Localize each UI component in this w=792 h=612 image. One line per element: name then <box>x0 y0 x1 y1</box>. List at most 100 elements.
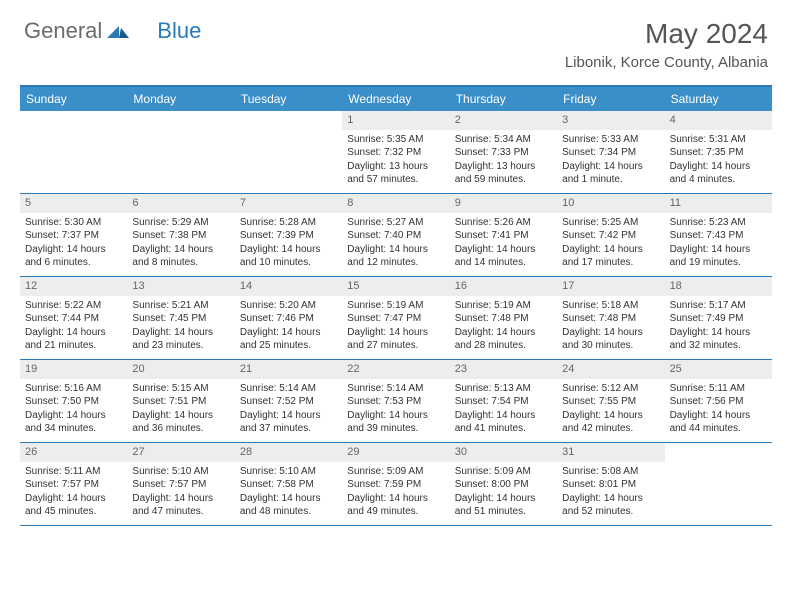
sunset: Sunset: 7:39 PM <box>240 229 337 243</box>
sunrise: Sunrise: 5:12 AM <box>562 382 659 396</box>
sunset: Sunset: 7:45 PM <box>132 312 229 326</box>
sunrise: Sunrise: 5:20 AM <box>240 299 337 313</box>
daylight: Daylight: 14 hours and 17 minutes. <box>562 243 659 270</box>
weekday-saturday: Saturday <box>665 87 772 111</box>
sunrise: Sunrise: 5:33 AM <box>562 133 659 147</box>
title-area: May 2024 Libonik, Korce County, Albania <box>565 18 768 71</box>
day-cell: 26Sunrise: 5:11 AMSunset: 7:57 PMDayligh… <box>20 443 127 525</box>
sunset: Sunset: 7:49 PM <box>670 312 767 326</box>
day-number: 23 <box>450 360 557 379</box>
logo: General Blue <box>24 18 201 44</box>
daylight: Daylight: 14 hours and 48 minutes. <box>240 492 337 519</box>
day-cell: 21Sunrise: 5:14 AMSunset: 7:52 PMDayligh… <box>235 360 342 442</box>
sunrise: Sunrise: 5:31 AM <box>670 133 767 147</box>
day-number: 3 <box>557 111 664 130</box>
sunset: Sunset: 7:50 PM <box>25 395 122 409</box>
weekday-thursday: Thursday <box>450 87 557 111</box>
day-number: 7 <box>235 194 342 213</box>
daylight: Daylight: 14 hours and 44 minutes. <box>670 409 767 436</box>
daylight: Daylight: 14 hours and 25 minutes. <box>240 326 337 353</box>
day-cell: 16Sunrise: 5:19 AMSunset: 7:48 PMDayligh… <box>450 277 557 359</box>
daylight: Daylight: 14 hours and 49 minutes. <box>347 492 444 519</box>
day-cell: 24Sunrise: 5:12 AMSunset: 7:55 PMDayligh… <box>557 360 664 442</box>
sunrise: Sunrise: 5:18 AM <box>562 299 659 313</box>
day-number: 15 <box>342 277 449 296</box>
daylight: Daylight: 14 hours and 14 minutes. <box>455 243 552 270</box>
sunset: Sunset: 8:00 PM <box>455 478 552 492</box>
day-number: 28 <box>235 443 342 462</box>
day-number: 25 <box>665 360 772 379</box>
sunset: Sunset: 8:01 PM <box>562 478 659 492</box>
sunrise: Sunrise: 5:09 AM <box>347 465 444 479</box>
sunrise: Sunrise: 5:14 AM <box>347 382 444 396</box>
day-cell: . <box>665 443 772 525</box>
day-cell: 28 Sunrise: 5:10 AMSunset: 7:58 PMDayligh… <box>235 443 342 525</box>
sunrise: Sunrise: 5:35 AM <box>347 133 444 147</box>
sunset: Sunset: 7:57 PM <box>132 478 229 492</box>
daylight: Daylight: 14 hours and 19 minutes. <box>670 243 767 270</box>
logo-flag-icon <box>107 18 129 44</box>
day-number: 12 <box>20 277 127 296</box>
day-cell: 30Sunrise: 5:09 AMSunset: 8:00 PMDayligh… <box>450 443 557 525</box>
sunset: Sunset: 7:59 PM <box>347 478 444 492</box>
day-cell: 12Sunrise: 5:22 AMSunset: 7:44 PMDayligh… <box>20 277 127 359</box>
daylight: Daylight: 14 hours and 4 minutes. <box>670 160 767 187</box>
sunrise: Sunrise: 5:34 AM <box>455 133 552 147</box>
day-number: 24 <box>557 360 664 379</box>
day-number: 26 <box>20 443 127 462</box>
day-cell: 25Sunrise: 5:11 AMSunset: 7:56 PMDayligh… <box>665 360 772 442</box>
day-number: 17 <box>557 277 664 296</box>
day-number: 30 <box>450 443 557 462</box>
daylight: Daylight: 14 hours and 41 minutes. <box>455 409 552 436</box>
sunrise: Sunrise: 5:13 AM <box>455 382 552 396</box>
day-number: 22 <box>342 360 449 379</box>
sunset: Sunset: 7:56 PM <box>670 395 767 409</box>
day-cell: 29 Sunrise: 5:09 AMSunset: 7:59 PMDayligh… <box>342 443 449 525</box>
sunset: Sunset: 7:58 PM <box>240 478 337 492</box>
sunrise: Sunrise: 5:28 AM <box>240 216 337 230</box>
day-cell: 8Sunrise: 5:27 AMSunset: 7:40 PMDaylight… <box>342 194 449 276</box>
daylight: Daylight: 14 hours and 32 minutes. <box>670 326 767 353</box>
day-cell: 31Sunrise: 5:08 AMSunset: 8:01 PMDayligh… <box>557 443 664 525</box>
daylight: Daylight: 14 hours and 27 minutes. <box>347 326 444 353</box>
sunrise: Sunrise: 5:10 AM <box>240 465 337 479</box>
day-number: 19 <box>20 360 127 379</box>
sunrise: Sunrise: 5:30 AM <box>25 216 122 230</box>
sunset: Sunset: 7:34 PM <box>562 146 659 160</box>
sunrise: Sunrise: 5:19 AM <box>347 299 444 313</box>
daylight: Daylight: 14 hours and 10 minutes. <box>240 243 337 270</box>
calendar: SundayMondayTuesdayWednesdayThursdayFrid… <box>20 85 772 526</box>
day-number: 21 <box>235 360 342 379</box>
day-number: 1 <box>342 111 449 130</box>
week-row: 26Sunrise: 5:11 AMSunset: 7:57 PMDayligh… <box>20 443 772 526</box>
day-number: 2 <box>450 111 557 130</box>
sunset: Sunset: 7:37 PM <box>25 229 122 243</box>
sunset: Sunset: 7:57 PM <box>25 478 122 492</box>
sunrise: Sunrise: 5:29 AM <box>132 216 229 230</box>
sunrise: Sunrise: 5:09 AM <box>455 465 552 479</box>
day-number: 29 <box>342 443 449 462</box>
sunset: Sunset: 7:32 PM <box>347 146 444 160</box>
daylight: Daylight: 13 hours and 59 minutes. <box>455 160 552 187</box>
sunset: Sunset: 7:54 PM <box>455 395 552 409</box>
day-cell: 22Sunrise: 5:14 AMSunset: 7:53 PMDayligh… <box>342 360 449 442</box>
sunset: Sunset: 7:55 PM <box>562 395 659 409</box>
day-cell: 1Sunrise: 5:35 AMSunset: 7:32 PMDaylight… <box>342 111 449 193</box>
day-cell: 4Sunrise: 5:31 AMSunset: 7:35 PMDaylight… <box>665 111 772 193</box>
day-number: 8 <box>342 194 449 213</box>
daylight: Daylight: 14 hours and 37 minutes. <box>240 409 337 436</box>
sunrise: Sunrise: 5:11 AM <box>25 465 122 479</box>
logo-text-blue: Blue <box>157 18 201 44</box>
day-cell: 15Sunrise: 5:19 AMSunset: 7:47 PMDayligh… <box>342 277 449 359</box>
daylight: Daylight: 14 hours and 21 minutes. <box>25 326 122 353</box>
weekday-sunday: Sunday <box>20 87 127 111</box>
sunrise: Sunrise: 5:16 AM <box>25 382 122 396</box>
day-cell: 18Sunrise: 5:17 AMSunset: 7:49 PMDayligh… <box>665 277 772 359</box>
sunrise: Sunrise: 5:10 AM <box>132 465 229 479</box>
day-cell: 2Sunrise: 5:34 AMSunset: 7:33 PMDaylight… <box>450 111 557 193</box>
week-row: 12Sunrise: 5:22 AMSunset: 7:44 PMDayligh… <box>20 277 772 360</box>
day-cell: 19Sunrise: 5:16 AMSunset: 7:50 PMDayligh… <box>20 360 127 442</box>
sunrise: Sunrise: 5:27 AM <box>347 216 444 230</box>
day-number: 4 <box>665 111 772 130</box>
week-row: 5Sunrise: 5:30 AMSunset: 7:37 PMDaylight… <box>20 194 772 277</box>
